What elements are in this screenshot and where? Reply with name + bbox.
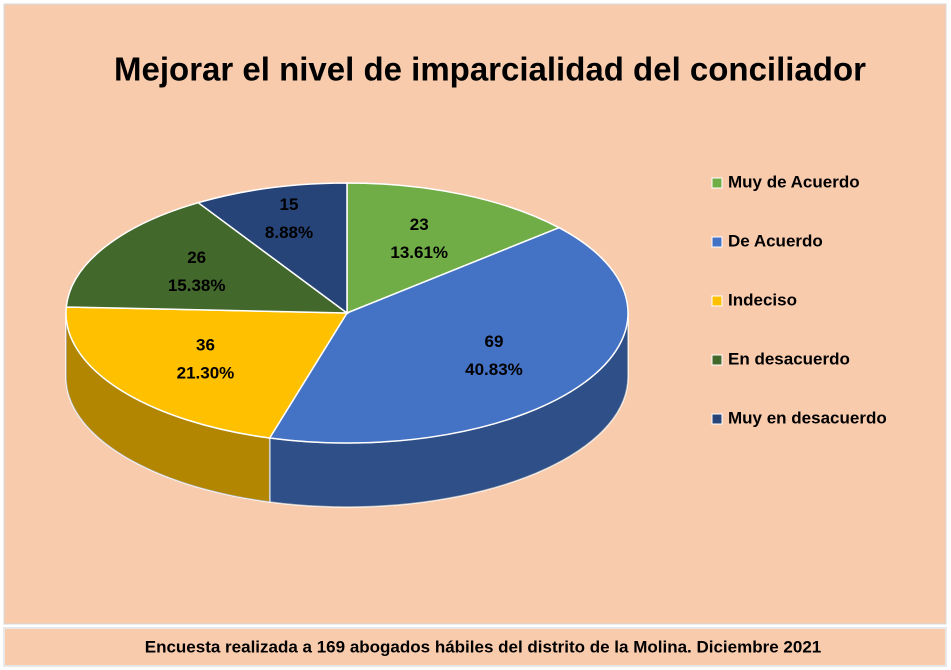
legend-label: En desacuerdo [728, 349, 850, 368]
percent-label: 13.61% [390, 243, 448, 262]
legend-swatch [711, 236, 723, 248]
percent-label: 8.88% [265, 223, 313, 242]
footnote-box [3, 627, 947, 667]
data-label: 15 [280, 195, 299, 214]
slice [65, 306, 349, 439]
data-label: 26 [187, 248, 206, 267]
slice [196, 182, 348, 315]
slice [268, 226, 629, 444]
legend: Muy de Acuerdo De Acuerdo Indeciso En desac… [711, 172, 887, 427]
data-label: 36 [196, 335, 215, 354]
legend-swatch [711, 295, 723, 307]
data-label: 23 [410, 215, 429, 234]
legend-label: Muy de Acuerdo [728, 172, 860, 191]
legend-label: Muy en desacuerdo [728, 408, 887, 427]
legend-label: De Acuerdo [728, 231, 823, 250]
legend-swatch [711, 354, 723, 366]
data-label: 69 [484, 332, 503, 351]
percent-label: 21.30% [177, 363, 235, 382]
percent-label: 40.83% [465, 360, 523, 379]
legend-label: Indeciso [728, 290, 797, 309]
pie: 23 13.61% 69 40.83% 36 21.30% 26 15.38% 15 8.88% [65, 182, 629, 508]
slice [65, 201, 350, 314]
legend-swatch [711, 177, 723, 189]
chart-title: Mejorar el nivel de imparcialidad del co… [114, 51, 866, 88]
legend-swatch [711, 413, 723, 425]
footnote: Encuesta realizada a 169 abogados hábile… [145, 637, 821, 656]
slice-side-shade [66, 313, 270, 502]
slice [346, 182, 561, 315]
percent-label: 15.38% [168, 276, 226, 295]
slice-side-shade [269, 313, 628, 507]
